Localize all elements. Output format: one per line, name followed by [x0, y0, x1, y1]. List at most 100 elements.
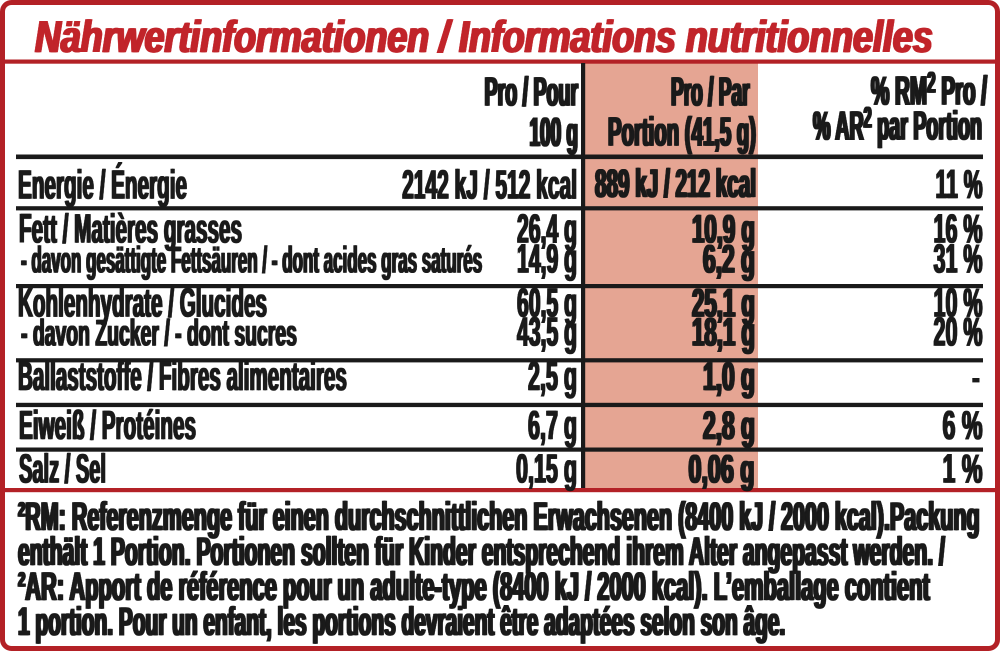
svg-text:- davon Zucker / - dont sucres: - davon Zucker / - dont sucres — [20, 313, 296, 354]
svg-text:20 %: 20 % — [934, 308, 983, 354]
svg-text:16 %: 16 % — [933, 205, 982, 251]
svg-text:6,2 g: 6,2 g — [703, 237, 755, 281]
svg-text:10 %: 10 % — [933, 279, 982, 325]
svg-text:Kohlenhydrate / Glucides: Kohlenhydrate / Glucides — [17, 280, 266, 325]
svg-text:18,1 g: 18,1 g — [691, 310, 754, 354]
svg-text:Portion (41,5 g): Portion (41,5 g) — [608, 109, 756, 155]
svg-text:Fett / Matières grasses: Fett / Matières grasses — [18, 206, 241, 251]
svg-text:²AR: Apport de référence pour: ²AR: Apport de référence pour un adulte-… — [19, 564, 931, 609]
svg-text:- davon gesättigte Fettsäuren: - davon gesättigte Fettsäuren / - dont a… — [22, 240, 483, 281]
svg-text:889 kJ / 212 kcal: 889 kJ / 212 kcal — [594, 161, 755, 206]
svg-text:14,9 g: 14,9 g — [516, 235, 576, 281]
svg-text:2,5 g: 2,5 g — [529, 352, 578, 398]
svg-text:6,7 g: 6,7 g — [527, 402, 576, 448]
svg-text:²RM: Referenzmenge für einen d: ²RM: Referenzmenge für einen durchschnit… — [18, 494, 980, 539]
svg-text:Pro / Par: Pro / Par — [670, 68, 748, 114]
svg-text:1 %: 1 % — [943, 447, 983, 493]
svg-text:100 g: 100 g — [531, 109, 579, 155]
svg-text:43,5 g: 43,5 g — [516, 308, 576, 354]
svg-text:0,06 g: 0,06 g — [690, 447, 756, 491]
svg-text:enthält 1 Portion. Portionen s: enthält 1 Portion. Portionen sollten für… — [18, 529, 945, 574]
svg-text:Nährwertinformationen / Inform: Nährwertinformationen / Informations nut… — [35, 11, 933, 62]
svg-text:Energie / Énergie: Energie / Énergie — [19, 160, 188, 207]
svg-text:Pro / Pour: Pro / Pour — [484, 68, 578, 114]
svg-text:100 g: 100 g — [529, 109, 577, 155]
svg-text:Salz / Sel: Salz / Sel — [20, 446, 107, 492]
svg-text:1,0 g: 1,0 g — [704, 354, 756, 398]
svg-text:enthält 1 Portion. Portionen s: enthält 1 Portion. Portionen sollten für… — [19, 529, 946, 574]
svg-text:Eiweiß / Protéines: Eiweiß / Protéines — [18, 403, 195, 448]
svg-text:% AR2 par Portion: % AR2 par Portion — [813, 101, 982, 149]
svg-text:2,8 g: 2,8 g — [704, 404, 756, 448]
svg-text:31 %: 31 % — [934, 235, 983, 281]
svg-text:2,8 g: 2,8 g — [702, 404, 754, 448]
svg-text:% RM2 Pro /: % RM2 Pro / — [871, 67, 987, 113]
svg-text:43,5 g: 43,5 g — [518, 308, 578, 354]
svg-text:25,1 g: 25,1 g — [692, 281, 755, 325]
svg-text:10,9 g: 10,9 g — [693, 207, 756, 251]
svg-text:0,15 g: 0,15 g — [515, 445, 576, 491]
svg-text:Portion (41,5 g): Portion (41,5 g) — [607, 109, 755, 155]
svg-text:31 %: 31 % — [933, 235, 982, 281]
svg-text:2,5 g: 2,5 g — [527, 352, 576, 398]
svg-text:1,0 g: 1,0 g — [703, 354, 755, 398]
svg-text:²AR: Apport de référence pour: ²AR: Apport de référence pour un adulte-… — [17, 564, 929, 609]
svg-text:10 %: 10 % — [934, 279, 983, 325]
svg-text:²AR: Apport de référence pour: ²AR: Apport de référence pour un adulte-… — [18, 564, 930, 609]
svg-text:25,1 g: 25,1 g — [693, 281, 756, 325]
svg-text:- davon gesättigte Fettsäuren: - davon gesättigte Fettsäuren / - dont a… — [20, 240, 481, 281]
svg-text:6,7 g: 6,7 g — [529, 402, 578, 448]
svg-text:Pro / Par: Pro / Par — [671, 68, 749, 114]
svg-text:2,8 g: 2,8 g — [703, 404, 755, 448]
svg-text:Portion (41,5 g): Portion (41,5 g) — [609, 109, 757, 155]
svg-text:6 %: 6 % — [943, 404, 983, 450]
svg-text:Eiweiß / Protéines: Eiweiß / Protéines — [20, 403, 197, 448]
svg-text:14,9 g: 14,9 g — [518, 235, 578, 281]
svg-text:11 %: 11 % — [936, 160, 983, 207]
svg-text:26,4 g: 26,4 g — [518, 205, 578, 251]
svg-text:0,06 g: 0,06 g — [688, 447, 754, 491]
svg-text:% AR2 par Portion: % AR2 par Portion — [814, 101, 983, 149]
svg-text:18,1 g: 18,1 g — [692, 310, 755, 354]
svg-text:20 %: 20 % — [933, 308, 982, 354]
svg-text:Pro / Pour: Pro / Pour — [486, 68, 580, 114]
svg-text:2142 kJ / 512 kcal: 2142 kJ / 512 kcal — [403, 162, 578, 207]
svg-text:1 portion. Pour un enfant, les: 1 portion. Pour un enfant, les portions … — [18, 599, 785, 644]
svg-text:Nährwertinformationen / Inform: Nährwertinformationen / Informations nut… — [36, 11, 934, 62]
svg-text:Nährwertinformationen / Inform: Nährwertinformationen / Informations nut… — [34, 11, 932, 62]
svg-text:18,1 g: 18,1 g — [693, 310, 756, 354]
svg-text:6,2 g: 6,2 g — [702, 237, 754, 281]
svg-text:60,5 g: 60,5 g — [516, 279, 576, 325]
svg-text:26,4 g: 26,4 g — [516, 205, 576, 251]
svg-text:Salz / Sel: Salz / Sel — [18, 446, 105, 492]
svg-text:60,5 g: 60,5 g — [518, 279, 578, 325]
svg-text:- davon Zucker / - dont sucres: - davon Zucker / - dont sucres — [22, 313, 298, 354]
svg-text:1 portion. Pour un enfant, les: 1 portion. Pour un enfant, les portions … — [19, 599, 786, 644]
svg-text:6 %: 6 % — [942, 404, 982, 450]
svg-text:2142 kJ / 512 kcal: 2142 kJ / 512 kcal — [401, 162, 576, 207]
svg-text:Ballaststoffe / Fibres aliment: Ballaststoffe / Fibres alimentaires — [17, 353, 346, 398]
svg-text:11 %: 11 % — [935, 160, 982, 207]
svg-text:Fett / Matières grasses: Fett / Matières grasses — [20, 206, 243, 251]
svg-text:1 portion. Pour un enfant, les: 1 portion. Pour un enfant, les portions … — [17, 599, 784, 644]
svg-text:enthält 1 Portion. Portionen s: enthält 1 Portion. Portionen sollten für… — [17, 529, 944, 574]
svg-text:0,06 g: 0,06 g — [689, 447, 755, 491]
svg-text:²RM: Referenzmenge für einen d: ²RM: Referenzmenge für einen durchschnit… — [19, 494, 981, 539]
svg-text:16 %: 16 % — [934, 205, 983, 251]
svg-text:1 %: 1 % — [942, 447, 982, 493]
svg-text:889 kJ / 212 kcal: 889 kJ / 212 kcal — [596, 161, 757, 206]
svg-text:100 g: 100 g — [530, 109, 578, 155]
svg-text:1,0 g: 1,0 g — [702, 354, 754, 398]
svg-text:Pro / Pour: Pro / Pour — [485, 68, 579, 114]
svg-text:% AR2 par Portion: % AR2 par Portion — [812, 101, 981, 149]
svg-text:6,2 g: 6,2 g — [704, 237, 756, 281]
svg-text:0,15 g: 0,15 g — [517, 445, 578, 491]
svg-text:25,1 g: 25,1 g — [691, 281, 754, 325]
svg-text:889 kJ / 212 kcal: 889 kJ / 212 kcal — [595, 161, 756, 206]
svg-text:Energie / Énergie: Energie / Énergie — [17, 160, 186, 207]
svg-text:Pro / Par: Pro / Par — [672, 68, 750, 114]
svg-text:Kohlenhydrate / Glucides: Kohlenhydrate / Glucides — [19, 280, 268, 325]
svg-text:Ballaststoffe / Fibres aliment: Ballaststoffe / Fibres alimentaires — [19, 353, 348, 398]
svg-text:10,9 g: 10,9 g — [691, 207, 754, 251]
svg-text:10,9 g: 10,9 g — [692, 207, 755, 251]
